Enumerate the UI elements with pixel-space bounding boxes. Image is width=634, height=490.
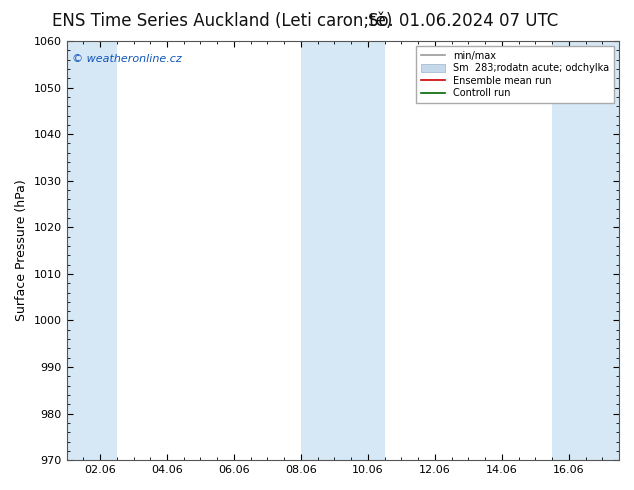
- Bar: [552, 41, 619, 460]
- Bar: [301, 41, 385, 460]
- Text: So. 01.06.2024 07 UTC: So. 01.06.2024 07 UTC: [368, 12, 558, 30]
- Bar: [67, 41, 117, 460]
- Legend: min/max, Sm  283;rodatn acute; odchylka, Ensemble mean run, Controll run: min/max, Sm 283;rodatn acute; odchylka, …: [416, 46, 614, 103]
- Text: © weatheronline.cz: © weatheronline.cz: [72, 53, 182, 64]
- Text: ENS Time Series Auckland (Leti caron;tě): ENS Time Series Auckland (Leti caron;tě): [52, 12, 392, 30]
- Y-axis label: Surface Pressure (hPa): Surface Pressure (hPa): [15, 180, 28, 321]
